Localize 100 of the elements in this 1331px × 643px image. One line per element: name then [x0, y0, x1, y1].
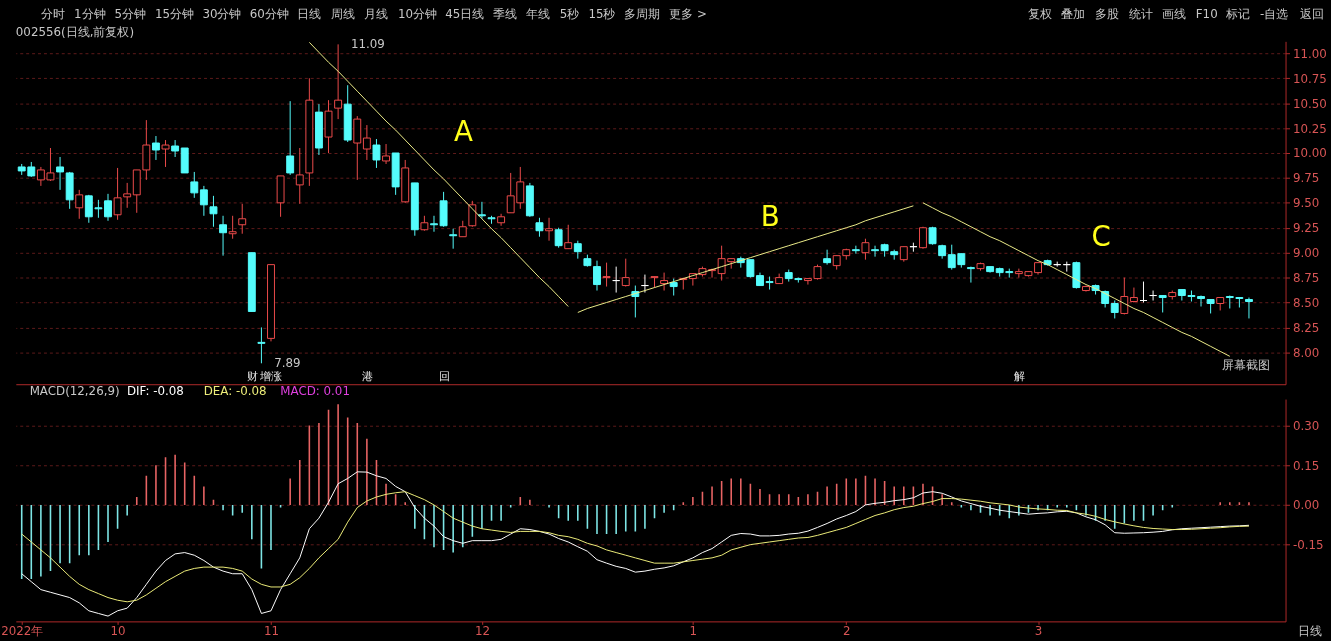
text: 统计 [1128, 6, 1153, 21]
x-tick-label: 12 [474, 623, 490, 638]
candlestick [545, 217, 553, 242]
candlestick [564, 224, 573, 250]
candlestick [295, 147, 304, 205]
x-tick-label: 解 [1013, 369, 1025, 383]
y-tick-label: 9.00 [1292, 246, 1320, 261]
line-series [922, 202, 1231, 357]
candlestick [382, 143, 391, 165]
series-label: C [1091, 219, 1111, 253]
text: 多股 [1095, 6, 1119, 21]
x-tick-label: 1 [689, 623, 698, 638]
y-tick-label: 11.00 [1292, 46, 1327, 61]
text: 45日线 [445, 6, 485, 21]
candlestick [372, 138, 381, 169]
text: 周线 [330, 6, 355, 21]
text: 标记 [1225, 6, 1251, 21]
candlestick [238, 203, 247, 235]
y-tick-label: -0.15 [1292, 538, 1324, 553]
text: 30分钟 [202, 6, 242, 21]
text: 日线 [297, 6, 322, 21]
candlestick [449, 228, 458, 250]
candlestick [209, 195, 218, 228]
y-tick-label: 8.75 [1292, 271, 1320, 286]
y-tick-label: 0.30 [1292, 418, 1320, 433]
text: 15秒 [588, 6, 616, 21]
text: 日线 [1298, 624, 1323, 639]
line-series [21, 471, 1250, 617]
candlestick [851, 245, 860, 255]
text: 15分钟 [155, 6, 195, 21]
line-series [308, 41, 569, 307]
text: 月线 [364, 6, 389, 21]
text: 1分钟 [74, 6, 106, 21]
chart-title: 002556(日线,前复权) [15, 25, 135, 40]
candlestick [56, 156, 65, 191]
x-tick-label: 2022年 [1, 623, 44, 638]
candlestick [823, 249, 832, 266]
line-series [21, 491, 1250, 603]
candlestick [554, 227, 563, 249]
y-tick-label: 10.25 [1292, 121, 1327, 136]
y-tick-label: 0.15 [1292, 458, 1320, 473]
text: 多周期 [623, 6, 660, 21]
candlestick [362, 124, 371, 161]
text: 画线 [1162, 6, 1187, 21]
candlestick [468, 200, 477, 228]
y-tick-label: 9.25 [1292, 221, 1320, 236]
y-tick-label: 8.25 [1292, 320, 1320, 335]
text: F10 [1195, 6, 1218, 21]
text: 叠加 [1061, 6, 1086, 21]
text: 年线 [526, 6, 551, 21]
candlestick [151, 135, 160, 161]
text: 5秒 [559, 6, 580, 21]
text: 5分钟 [114, 6, 147, 21]
y-tick-label: 9.50 [1292, 196, 1320, 211]
candlestick [113, 167, 122, 221]
candlestick [161, 139, 170, 168]
candlestick [171, 139, 180, 158]
x-tick-label: 10 [110, 623, 126, 638]
series-label: A [454, 114, 474, 148]
candlestick [861, 238, 870, 261]
candlestick [257, 326, 266, 364]
candlestick [228, 215, 237, 240]
text: DIF: -0.08 [126, 384, 184, 399]
candlestick [871, 245, 879, 258]
candlestick [219, 215, 228, 257]
y-tick-label: 10.75 [1292, 71, 1327, 86]
text: 60分钟 [249, 6, 289, 21]
candlestick [199, 185, 208, 217]
x-tick-label: 3 [1034, 623, 1043, 638]
candlestick [966, 266, 975, 284]
text: 季线 [492, 6, 517, 21]
candlestick [621, 258, 630, 288]
text: 分时 [40, 6, 65, 21]
candlestick [593, 260, 601, 292]
x-tick-label: 增涨 [259, 369, 283, 383]
y-tick-label: 0.00 [1292, 498, 1320, 513]
y-tick-label: 8.00 [1292, 345, 1320, 360]
candlestick [602, 262, 611, 288]
x-tick-label: 2 [842, 623, 851, 638]
text: 复权 [1027, 6, 1052, 21]
series-label: B [760, 199, 780, 233]
candlestick [334, 43, 343, 120]
text: 返回 [1300, 6, 1325, 21]
candlestick [535, 217, 544, 238]
x-tick-label: 回 [438, 369, 450, 383]
annotation: 11.09 [350, 37, 385, 52]
candlestick [353, 115, 362, 181]
text: -自选 [1259, 6, 1289, 21]
y-tick-label: 9.75 [1292, 171, 1320, 186]
text: DEA: -0.08 [203, 384, 267, 399]
y-tick-label: 10.50 [1292, 96, 1327, 111]
candlestick [75, 189, 84, 220]
x-tick-label: 港 [361, 369, 373, 383]
y-tick-label: 10.00 [1292, 146, 1327, 161]
series-label: MACD: 0.01 [280, 384, 350, 399]
candlestick [660, 272, 669, 292]
y-tick-label: 8.50 [1292, 295, 1320, 310]
candlestick [123, 182, 132, 209]
text: 10分钟 [397, 6, 437, 21]
candlestick [286, 100, 295, 176]
